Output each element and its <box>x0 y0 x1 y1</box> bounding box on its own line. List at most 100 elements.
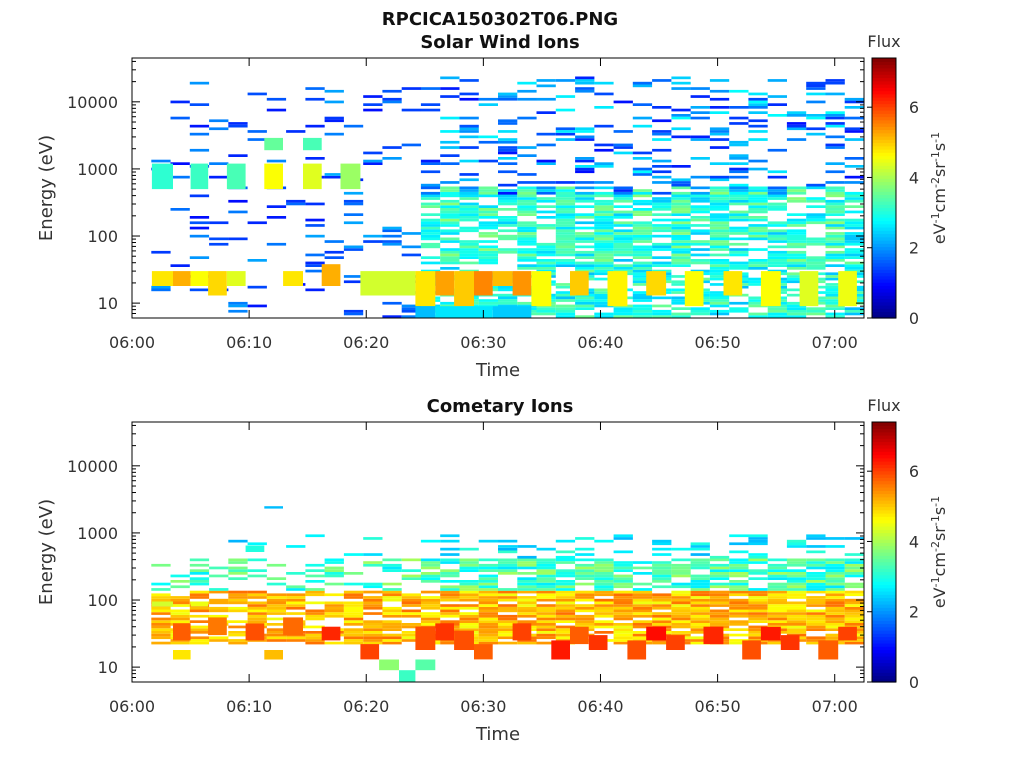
spectrogram-cell <box>266 216 287 219</box>
spectrogram-cell <box>286 601 306 605</box>
spectrogram-cell <box>517 641 537 645</box>
spectrogram-cell <box>632 620 653 623</box>
spectrogram-cell <box>575 547 595 551</box>
spectrogram-cell <box>748 537 768 540</box>
spectrogram-cell <box>498 229 518 233</box>
spectrogram-cell <box>786 280 807 284</box>
spectrogram-cell <box>498 151 518 155</box>
flux-patch <box>818 640 839 660</box>
spectrogram-cell <box>478 641 498 645</box>
spectrogram-cell <box>478 628 498 631</box>
colorbar-segment <box>872 461 896 465</box>
spectrogram-cell <box>459 210 479 214</box>
spectrogram-cell <box>536 205 556 208</box>
spectrogram-cell <box>613 234 633 238</box>
spectrogram-cell <box>690 259 710 262</box>
spectrogram-cell <box>170 175 190 179</box>
spectrogram-cell <box>363 240 383 243</box>
spectrogram-cell <box>786 253 807 257</box>
spectrogram-cell <box>671 178 691 182</box>
spectrogram-cell <box>517 208 537 211</box>
colorbar-segment <box>872 613 896 618</box>
spectrogram-cell <box>382 569 402 572</box>
spectrogram-cell <box>575 181 595 184</box>
spectrogram-cell <box>363 151 383 155</box>
spectrogram-cell <box>324 641 344 645</box>
spectrogram-cell <box>632 572 653 575</box>
spectrogram-cell <box>478 216 498 219</box>
spectrogram-cell <box>632 633 653 637</box>
plot-frame <box>131 421 865 683</box>
spectrogram-cell <box>671 253 691 257</box>
spectrogram-cell <box>536 572 556 575</box>
spectrogram-cell <box>671 563 691 567</box>
spectrogram-cell <box>671 226 691 230</box>
spectrogram-cell <box>536 97 556 101</box>
spectrogram-cell <box>459 229 479 233</box>
spectrogram-cell <box>594 612 614 615</box>
spectrogram-cell <box>363 103 383 106</box>
spectrogram-cell <box>748 234 768 238</box>
colorbar-segment <box>872 548 896 553</box>
spectrogram-cell <box>286 612 306 615</box>
spectrogram-cell <box>555 614 576 618</box>
spectrogram-cell <box>420 197 441 200</box>
spectrogram-cell <box>575 167 595 171</box>
spectrogram-cell <box>498 545 518 548</box>
spectrogram-cell <box>459 79 479 82</box>
spectrogram-cell <box>189 631 210 634</box>
spectrogram-cell <box>767 240 787 243</box>
spectrogram-cell <box>748 609 768 613</box>
spectrogram-cell <box>652 245 672 249</box>
spectrogram-cell <box>690 598 710 602</box>
spectrogram-cell <box>151 598 171 602</box>
spectrogram-cell <box>401 309 421 313</box>
colorbar-segment <box>872 236 896 241</box>
spectrogram-cell <box>844 312 864 316</box>
spectrogram-cell <box>690 269 710 273</box>
colorbar-segment <box>872 438 896 443</box>
spectrogram-cell <box>420 205 441 208</box>
flux-patch <box>399 670 416 682</box>
spectrogram-cell <box>806 237 826 241</box>
spectrogram-cell <box>170 617 190 621</box>
spectrogram-cell <box>671 234 691 238</box>
spectrogram-cell <box>498 631 518 634</box>
spectrogram-cell <box>189 628 210 631</box>
spectrogram-cell <box>324 100 344 104</box>
colorbar-segment <box>872 639 896 644</box>
colorbar-segment <box>872 217 896 222</box>
spectrogram-cell <box>517 612 537 615</box>
spectrogram-cell <box>170 208 190 211</box>
spectrogram-cell <box>555 315 576 318</box>
spectrogram-cell <box>671 596 691 599</box>
spectrogram-cell <box>748 304 768 308</box>
spectrogram-cell <box>786 312 807 316</box>
spectrogram-cell <box>498 92 518 96</box>
spectrogram-cell <box>266 159 287 163</box>
spectrogram-cell <box>459 598 479 602</box>
spectrogram-cell <box>420 108 441 112</box>
spectrogram-cell <box>825 221 845 225</box>
colorbar-segment <box>872 535 896 540</box>
spectrogram-cell <box>729 639 749 642</box>
spectrogram-cell <box>671 301 691 305</box>
spectrogram-cell <box>498 301 518 305</box>
colorbar-segment <box>872 184 896 189</box>
spectrogram-cell <box>844 165 864 168</box>
spectrogram-cell <box>844 593 864 597</box>
spectrogram-cell <box>517 221 537 225</box>
spectrogram-cell <box>632 596 653 599</box>
spectrogram-cell <box>652 256 672 259</box>
colorbar-segment <box>872 158 896 163</box>
spectrogram-cell <box>478 614 498 618</box>
spectrogram-cell <box>459 245 479 249</box>
spectrogram-cell <box>517 267 537 270</box>
spectrogram-cell <box>498 628 518 631</box>
spectrogram-cell <box>709 596 730 599</box>
spectrogram-cell <box>420 566 441 570</box>
spectrogram-cell <box>652 566 672 570</box>
spectrogram-cell <box>228 124 248 128</box>
spectrogram-cell <box>498 617 518 621</box>
spectrogram-cell <box>305 633 325 637</box>
